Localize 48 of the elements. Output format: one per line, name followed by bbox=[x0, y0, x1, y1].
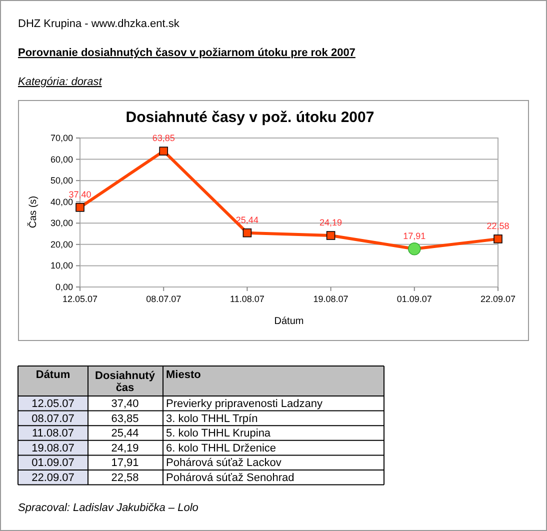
x-tick-label: 12.05.07 bbox=[62, 294, 98, 304]
text: 6. kolo THHL Drženice bbox=[166, 442, 276, 454]
text: 22,58 bbox=[111, 472, 139, 484]
x-tick-label: 19.08.07 bbox=[313, 294, 348, 304]
x-tick-label: 11.08.07 bbox=[230, 294, 264, 304]
y-tick-label: 40,00 bbox=[50, 196, 73, 207]
chart-title: Dosiahnuté časy v pož. útoku 2007 bbox=[126, 109, 374, 126]
x-tick-label: 22.09.07 bbox=[480, 294, 516, 304]
y-tick-label: 50,00 bbox=[50, 176, 73, 186]
category-label: 19.08.07 bbox=[32, 442, 74, 454]
y-tick-label: 60,00 bbox=[50, 154, 73, 164]
text: 25,44 bbox=[111, 428, 139, 440]
text: Dosiahnutý čas bbox=[95, 370, 156, 394]
data-label: 22,58 bbox=[486, 220, 510, 231]
category-label: 22.09.07 bbox=[32, 472, 74, 484]
text: 5. kolo THHL Krupina bbox=[166, 428, 272, 440]
y-tick-label: 0,00 bbox=[55, 282, 73, 292]
category-label: 12.05.07 bbox=[32, 398, 74, 410]
data-label: 37,40 bbox=[68, 189, 92, 200]
y-tick-label: 70,00 bbox=[50, 133, 73, 143]
chart-subtitle: Porovnanie dosiahnutých časov v požiarnom útoku pre rok 2007 bbox=[18, 47, 356, 59]
x-tick-label: 08.07.07 bbox=[146, 294, 182, 304]
text: 37,40 bbox=[111, 398, 139, 410]
text: 24,19 bbox=[111, 442, 139, 454]
x-tick-label: 01.09.07 bbox=[396, 294, 432, 304]
text: Kategória: dorast bbox=[18, 76, 103, 88]
y-tick-label: 20,00 bbox=[50, 239, 73, 250]
text: Previerky pripravenosti Ladzany bbox=[166, 398, 324, 410]
text: DHZ Krupina - www.dhzka.ent.sk bbox=[18, 18, 180, 30]
text: Dátum bbox=[36, 369, 70, 381]
text: 3. kolo THHL Trpín bbox=[166, 412, 258, 425]
text: Pohárová súťaž Lackov bbox=[166, 457, 282, 470]
data-label: 63,85 bbox=[152, 133, 175, 144]
text: Pohárová súťaž Senohrad bbox=[166, 472, 294, 484]
data-label: 17,91 bbox=[403, 230, 426, 241]
y-tick-label: 10,00 bbox=[50, 260, 73, 271]
data-label: 24,19 bbox=[320, 218, 342, 228]
text: Spracoval: Ladislav Jakubička – Lolo bbox=[18, 502, 198, 514]
category-label: 11.08.07 bbox=[32, 428, 74, 440]
text: 63,85 bbox=[111, 412, 139, 425]
category-label: 08.07.07 bbox=[32, 412, 74, 425]
text: Miesto bbox=[166, 369, 202, 381]
x-axis-title: Dátum bbox=[274, 316, 304, 327]
y-tick-label: 30,00 bbox=[50, 218, 73, 228]
category-label: 01.09.07 bbox=[32, 457, 74, 470]
text: 17,91 bbox=[111, 457, 139, 470]
data-label: 25,44 bbox=[236, 214, 258, 225]
y-axis-title: Čas (s) bbox=[27, 196, 39, 228]
